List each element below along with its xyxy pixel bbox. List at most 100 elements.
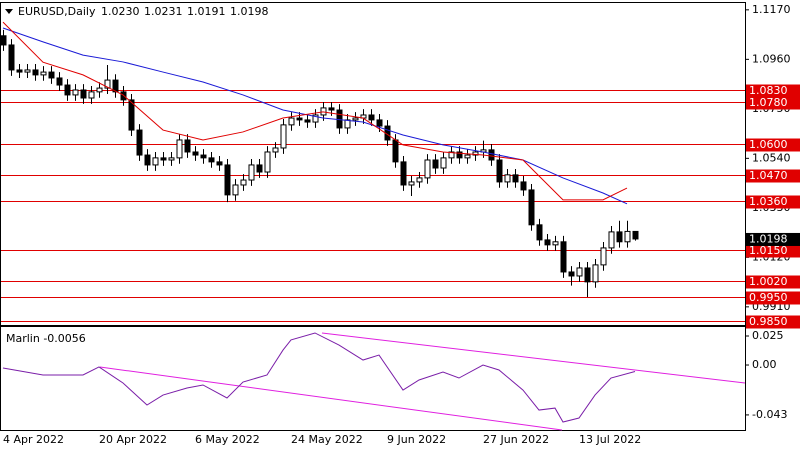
- candle-body: [104, 79, 111, 89]
- indicator-line: [2, 332, 636, 423]
- candle-body: [464, 154, 471, 159]
- candle-body: [536, 224, 543, 241]
- candle-body: [608, 231, 615, 249]
- candle-body: [16, 69, 23, 73]
- candle-body: [320, 107, 327, 116]
- candle-body: [448, 151, 455, 159]
- level-label: 1.0780: [749, 96, 788, 109]
- price-label-box: [746, 232, 800, 246]
- candle-body: [344, 119, 351, 129]
- price-label: 1.0198: [749, 232, 788, 245]
- x-tick-label: 4 Apr 2022: [3, 433, 64, 446]
- trendlines: [99, 332, 746, 431]
- candle-body: [592, 264, 599, 283]
- x-tick-label: 27 Jun 2022: [483, 433, 549, 446]
- menu-icon: [5, 9, 13, 14]
- candle-body: [88, 91, 95, 99]
- candle-body: [336, 109, 343, 129]
- candle-body: [48, 71, 55, 79]
- level-label-box: [746, 138, 800, 152]
- candle-body: [632, 230, 639, 240]
- candle-body: [456, 151, 463, 159]
- candle-body: [192, 151, 199, 156]
- candle-body: [624, 230, 631, 243]
- x-tick-label: 20 Apr 2022: [99, 433, 167, 446]
- candle-body: [576, 267, 583, 277]
- candle-body: [168, 157, 175, 161]
- candle-body: [8, 44, 15, 71]
- candle-body: [280, 124, 287, 149]
- candle-body: [24, 69, 31, 73]
- candle-body: [352, 117, 359, 121]
- moving-average: [2, 27, 628, 205]
- candle-body: [584, 267, 591, 283]
- candle-body: [184, 139, 191, 153]
- candle-body: [616, 231, 623, 243]
- candle-body: [240, 179, 247, 186]
- candle-body: [408, 181, 415, 186]
- candle-body: [72, 89, 79, 96]
- candle-body: [40, 71, 47, 76]
- ohlc-label: 1.0231: [144, 5, 183, 18]
- x-tick-label: 13 Jul 2022: [579, 433, 641, 446]
- candle-body: [504, 174, 511, 183]
- candle-body: [144, 154, 151, 166]
- indicator-title: Marlin -0.0056: [6, 332, 86, 345]
- ohlc-label: 1.0230: [101, 5, 140, 18]
- candle-body: [328, 107, 335, 111]
- candle-body: [376, 119, 383, 127]
- candle-body: [568, 271, 575, 277]
- level-label: 1.0150: [749, 244, 788, 257]
- candle-body: [96, 87, 103, 93]
- level-label-box: [746, 195, 800, 209]
- x-tick-label: 9 Jun 2022: [387, 433, 446, 446]
- level-label: 1.0470: [749, 169, 788, 182]
- level-label-box: [746, 84, 800, 98]
- y-tick-label: 1.0960: [752, 52, 791, 65]
- candle-body: [560, 241, 567, 273]
- candle-body: [288, 117, 295, 126]
- trendline: [321, 332, 746, 384]
- x-tick-label: 24 May 2022: [291, 433, 363, 446]
- level-label-box: [746, 315, 800, 329]
- x-tick-label: 6 May 2022: [195, 433, 260, 446]
- candle-body: [264, 151, 271, 173]
- chart-title: EURUSD,Daily: [18, 5, 96, 18]
- level-label: 1.0360: [749, 195, 788, 208]
- candle-body: [488, 149, 495, 161]
- candle-body: [472, 151, 479, 156]
- candle-body: [440, 157, 447, 169]
- candle-body: [416, 177, 423, 183]
- candle-body: [32, 69, 39, 76]
- candle-body: [496, 159, 503, 183]
- candle-body: [296, 117, 303, 121]
- ohlc-label: 1.0191: [187, 5, 226, 18]
- moving-average: [2, 21, 628, 201]
- candle-body: [232, 184, 239, 196]
- level-label-box: [746, 244, 800, 258]
- candle-body: [368, 114, 375, 121]
- candle-body: [64, 84, 71, 96]
- ohlc-label: 1.0198: [230, 5, 269, 18]
- level-label-box: [746, 96, 800, 110]
- candle-body: [520, 181, 527, 191]
- level-label: 1.0830: [749, 84, 788, 97]
- y-tick-label: 1.1170: [752, 3, 791, 16]
- price-pane: [0, 2, 746, 326]
- y-tick-label: 0.00: [752, 358, 777, 371]
- candle-body: [544, 239, 551, 246]
- candle-body: [136, 129, 143, 156]
- candle-body: [552, 241, 559, 246]
- candle-body: [80, 89, 87, 99]
- candle-body: [128, 99, 135, 131]
- candle-body: [208, 157, 215, 163]
- candle-body: [392, 139, 399, 163]
- candle-body: [152, 157, 159, 166]
- level-label-box: [746, 291, 800, 305]
- candle-body: [112, 79, 119, 93]
- level-label: 1.0600: [749, 138, 788, 151]
- candle-body: [248, 164, 255, 181]
- level-label-box: [746, 169, 800, 183]
